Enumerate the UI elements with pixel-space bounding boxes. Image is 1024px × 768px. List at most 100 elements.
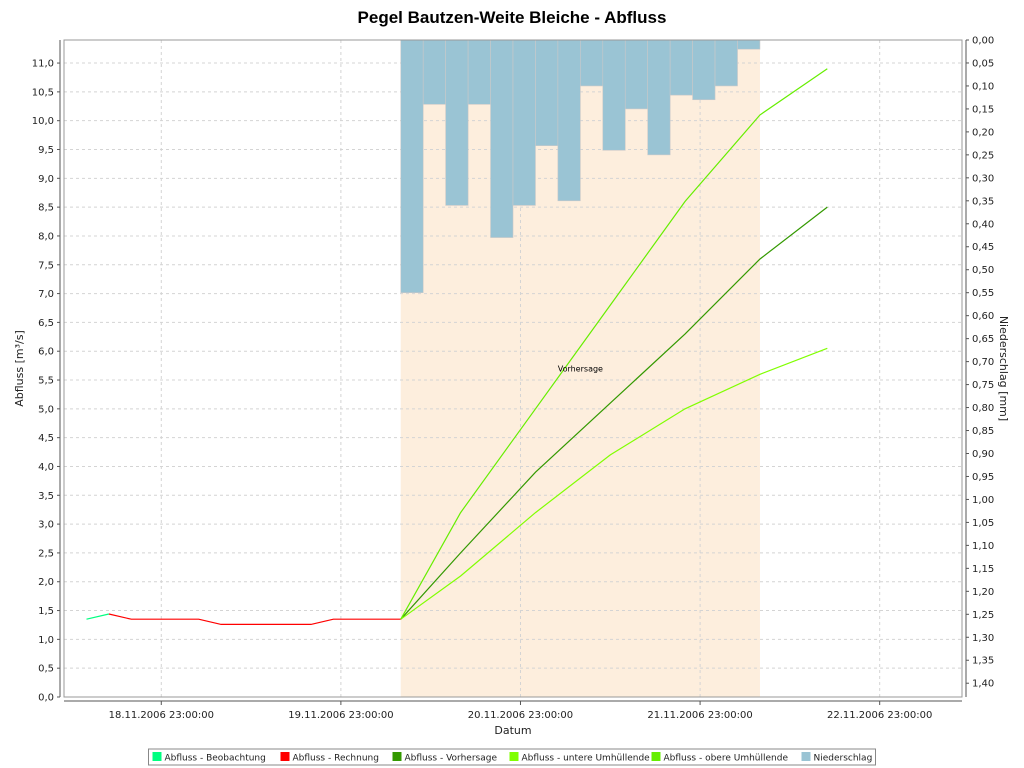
y2-tick-label: 1,40 — [972, 679, 994, 690]
y-tick-label: 2,0 — [38, 577, 54, 588]
precipitation-bars — [400, 39, 761, 293]
y-tick-label: 3,0 — [38, 520, 54, 531]
y2-tick-label: 0,95 — [972, 472, 994, 483]
y2-tick-label: 0,80 — [972, 403, 994, 414]
precipitation-bar — [535, 39, 559, 146]
x-tick-label: 20.11.2006 23:00:00 — [468, 710, 573, 721]
y-tick-label: 10,5 — [32, 87, 54, 98]
y2-axis-label: Niederschlag [mm] — [997, 316, 1010, 421]
precipitation-bar — [557, 39, 581, 202]
y2-tick-label: 0,40 — [972, 219, 994, 230]
y-axis-label: Abfluss [m³/s] — [13, 330, 26, 407]
legend-swatch — [509, 752, 519, 761]
y-tick-label: 11,0 — [32, 59, 54, 70]
legend-label: Abfluss - untere Umhüllende — [522, 754, 651, 764]
y-tick-label: 9,0 — [38, 174, 54, 185]
y2-tick-label: 0,70 — [972, 357, 994, 368]
y-axis-left: 0,0 0,5 1,0 1,5 2,0 2,5 3,0 3,5 4,0 4,5 5,0 5,5 6,0 6… — [32, 40, 61, 704]
y-tick-label: 1,5 — [38, 606, 54, 617]
y2-tick-label: 1,10 — [972, 541, 994, 552]
precipitation-bar — [602, 39, 626, 151]
y-tick-label: 10,0 — [32, 116, 54, 127]
legend: Abfluss - Beobachtung Abfluss - Rechnung A… — [148, 748, 876, 766]
precipitation-bar — [490, 39, 514, 238]
precipitation-bar — [669, 39, 693, 96]
y-tick-label: 6,0 — [38, 347, 54, 358]
legend-swatch — [651, 752, 661, 761]
y2-tick-label: 1,35 — [972, 656, 994, 667]
precipitation-bar — [647, 39, 671, 156]
y-tick-label: 6,5 — [38, 318, 54, 329]
y-tick-label: 3,5 — [38, 491, 54, 502]
y-tick-label: 9,5 — [38, 145, 54, 156]
y2-tick-label: 1,05 — [972, 518, 994, 529]
y2-tick-label: 0,10 — [972, 81, 994, 92]
precipitation-bar — [580, 39, 604, 87]
y2-tick-label: 0,65 — [972, 334, 994, 345]
x-tick-label: 19.11.2006 23:00:00 — [288, 710, 393, 721]
y2-tick-label: 0,55 — [972, 288, 994, 299]
legend-label: Abfluss - Rechnung — [293, 754, 379, 764]
y2-tick-label: 1,15 — [972, 564, 994, 575]
series-line — [86, 613, 110, 620]
legend-swatch — [392, 752, 402, 761]
forecast-annotation: Vorhersage — [558, 364, 603, 373]
legend-label: Abfluss - Beobachtung — [165, 754, 266, 764]
legend-swatch — [280, 752, 290, 761]
y2-tick-label: 1,30 — [972, 633, 994, 644]
y2-tick-label: 0,85 — [972, 426, 994, 437]
x-tick-label: 22.11.2006 23:00:00 — [827, 710, 932, 721]
plot-frame — [63, 39, 963, 698]
x-tick-label: 21.11.2006 23:00:00 — [647, 710, 752, 721]
y2-tick-label: 0,15 — [972, 104, 994, 115]
series-line — [108, 613, 401, 626]
plot-area: Vorhersage — [63, 39, 963, 698]
y-tick-label: 8,0 — [38, 231, 54, 242]
y2-tick-label: 0,25 — [972, 150, 994, 161]
precipitation-bar — [445, 39, 469, 206]
y-tick-label: 2,5 — [38, 548, 54, 559]
chart-title: Pegel Bautzen-Weite Bleiche - Abfluss — [358, 8, 667, 27]
y-tick-label: 7,0 — [38, 289, 54, 300]
precipitation-bar — [512, 39, 536, 206]
precipitation-bar — [467, 39, 491, 105]
y2-tick-label: 0,00 — [972, 36, 994, 47]
y2-tick-label: 0,05 — [972, 58, 994, 69]
y2-tick-label: 1,20 — [972, 587, 994, 598]
legend-swatch — [152, 752, 162, 761]
y2-tick-label: 0,75 — [972, 380, 994, 391]
y-axis-right: 0,00 0,05 0,10 0,15 0,20 0,25 0,30 0,35 0,40 0,45… — [965, 36, 994, 697]
y-tick-label: 4,0 — [38, 462, 54, 473]
series-line — [400, 68, 828, 620]
x-axis: 18.11.2006 23:00:00 19.11.2006 23:00:00 20… — [64, 700, 962, 721]
y2-tick-label: 0,50 — [972, 265, 994, 276]
discharge-lines — [86, 68, 828, 626]
precipitation-bar — [624, 39, 649, 110]
y2-tick-label: 0,45 — [972, 242, 994, 253]
y2-tick-label: 0,60 — [972, 311, 994, 322]
precipitation-bar — [737, 39, 761, 50]
y2-tick-label: 0,90 — [972, 449, 994, 460]
precipitation-bar — [714, 39, 738, 87]
series-line — [400, 206, 828, 620]
precipitation-bar — [400, 39, 424, 293]
legend-label: Abfluss - obere Umhüllende — [664, 754, 789, 764]
y-tick-label: 1,0 — [38, 635, 54, 646]
y2-tick-label: 1,25 — [972, 610, 994, 621]
legend-label: Abfluss - Vorhersage — [405, 754, 498, 764]
y2-tick-label: 1,00 — [972, 495, 994, 506]
x-tick-label: 18.11.2006 23:00:00 — [109, 710, 214, 721]
y-tick-label: 5,0 — [38, 404, 54, 415]
y2-tick-label: 0,35 — [972, 196, 994, 207]
y-tick-label: 5,5 — [38, 376, 54, 387]
y-tick-label: 0,0 — [38, 693, 54, 704]
precipitation-bar — [692, 39, 716, 101]
legend-swatch — [801, 752, 811, 761]
x-axis-label: Datum — [494, 724, 531, 737]
y2-tick-label: 0,30 — [972, 173, 994, 184]
series-line — [400, 347, 828, 620]
legend-label: Niederschlag — [814, 754, 873, 764]
precipitation-bar — [422, 39, 446, 105]
y-tick-label: 8,5 — [38, 203, 54, 214]
